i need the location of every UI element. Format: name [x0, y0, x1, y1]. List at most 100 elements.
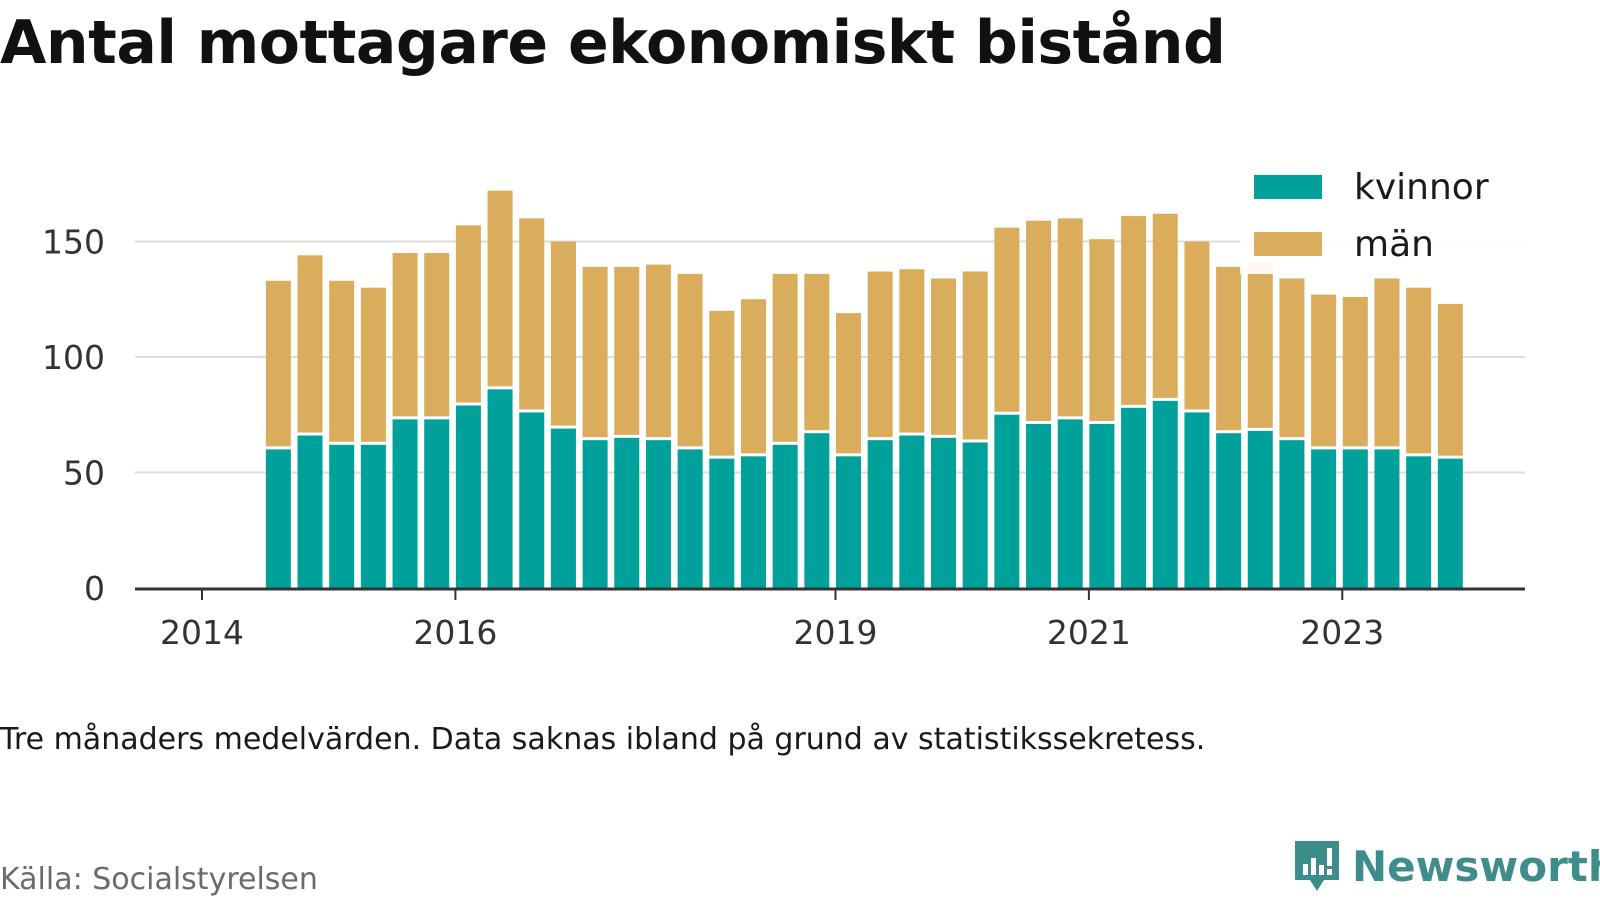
bar-man [550, 241, 576, 426]
bar-kvinnor [1089, 423, 1115, 588]
bar-man [740, 299, 766, 454]
bar-kvinnor [1121, 407, 1147, 588]
chart-title: Antal mottagare ekonomiskt bistånd [0, 8, 1226, 78]
bar-kvinnor [1374, 449, 1400, 588]
bar-kvinnor [392, 419, 418, 588]
bar-kvinnor [1216, 433, 1242, 588]
bar-kvinnor [1184, 412, 1210, 588]
bar-man [1152, 213, 1178, 398]
bar-man [931, 278, 957, 435]
bar-man [867, 271, 893, 438]
bar-man [1374, 278, 1400, 447]
bar-kvinnor [931, 437, 957, 588]
y-tick-label: 150 [42, 223, 105, 262]
brand-name: Newsworthy [1352, 841, 1600, 891]
bar-kvinnor [740, 456, 766, 588]
bar-man [297, 255, 323, 433]
bar-man [709, 310, 735, 456]
legend-swatch-man [1254, 232, 1322, 256]
bar-kvinnor [487, 389, 513, 588]
bar-man [455, 225, 481, 403]
chart-note: Tre månaders medelvärden. Data saknas ib… [0, 722, 1206, 757]
bars [265, 190, 1463, 588]
bar-man [519, 218, 545, 410]
bar-man [962, 271, 988, 440]
bar-man [392, 253, 418, 417]
bar-kvinnor [424, 419, 450, 588]
bar-kvinnor [455, 405, 481, 588]
bar-man [329, 280, 355, 442]
bar-kvinnor [1247, 430, 1273, 588]
bar-man [360, 287, 386, 442]
bar-kvinnor [1279, 440, 1305, 588]
bar-kvinnor [1057, 419, 1083, 588]
bar-man [1406, 287, 1432, 454]
source-text: Källa: Socialstyrelsen [0, 862, 318, 897]
bar-man [1057, 218, 1083, 417]
bar-kvinnor [360, 444, 386, 588]
bar-man [899, 269, 925, 433]
bar-man [487, 190, 513, 387]
bar-kvinnor [329, 444, 355, 588]
legend: kvinnor män [1240, 167, 1530, 274]
bar-man [1184, 241, 1210, 410]
bar-man [994, 227, 1020, 412]
bar-man [836, 313, 861, 454]
bar-man [804, 273, 830, 431]
bar-kvinnor [804, 433, 830, 588]
x-tick-label: 2019 [794, 613, 878, 652]
bar-kvinnor [962, 442, 988, 588]
x-tick-label: 2016 [413, 613, 497, 652]
bar-kvinnor [867, 440, 893, 588]
y-axis-ticks: 0 50 100 150 [42, 223, 105, 609]
bar-man [424, 253, 450, 417]
bar-kvinnor [1026, 423, 1052, 588]
bar-man [1342, 296, 1368, 447]
bar-kvinnor [550, 428, 576, 588]
legend-label-kvinnor: kvinnor [1354, 167, 1489, 208]
bar-kvinnor [265, 449, 291, 588]
chart: 0 50 100 150 2014 2016 2019 2021 2023 kvinnor mä… [42, 167, 1530, 652]
bar-kvinnor [519, 412, 545, 588]
bar-man [1026, 220, 1052, 421]
x-axis: 2014 2016 2019 2021 2023 [135, 587, 1525, 652]
bar-man [1216, 266, 1242, 431]
x-tick-label: 2014 [160, 613, 244, 652]
bar-man [677, 273, 703, 447]
bar-kvinnor [709, 458, 735, 588]
legend-label-man: män [1354, 224, 1434, 265]
bar-man [265, 280, 291, 447]
bar-kvinnor [836, 456, 861, 588]
bar-kvinnor [297, 435, 323, 588]
bar-man [614, 266, 640, 435]
bar-kvinnor [677, 449, 703, 588]
y-tick-label: 100 [42, 338, 105, 377]
bar-kvinnor [614, 437, 640, 588]
bar-man [645, 264, 671, 438]
bar-man [1247, 262, 1273, 428]
y-tick-label: 0 [84, 569, 105, 608]
bar-kvinnor [1152, 400, 1178, 588]
bar-man [1311, 294, 1337, 447]
bar-kvinnor [645, 440, 671, 588]
bar-kvinnor [1406, 456, 1432, 588]
bar-man [1121, 216, 1147, 405]
y-tick-label: 50 [63, 454, 105, 493]
x-tick-label: 2023 [1300, 613, 1384, 652]
bar-kvinnor [899, 435, 925, 588]
bar-kvinnor [582, 440, 608, 588]
bar-kvinnor [994, 414, 1020, 588]
bar-man [1437, 303, 1463, 456]
bar-kvinnor [772, 444, 798, 588]
legend-swatch-kvinnor [1254, 175, 1322, 199]
bar-man [772, 273, 798, 442]
bar-man [1089, 239, 1115, 421]
bar-man [1279, 278, 1305, 438]
bar-man [582, 266, 608, 438]
newsworthy-logo-icon [1295, 841, 1339, 891]
bar-kvinnor [1342, 449, 1368, 588]
bar-kvinnor [1311, 449, 1337, 588]
bar-kvinnor [1437, 458, 1463, 588]
brand-logo: Newsworthy [1292, 838, 1600, 894]
x-tick-label: 2021 [1047, 613, 1131, 652]
